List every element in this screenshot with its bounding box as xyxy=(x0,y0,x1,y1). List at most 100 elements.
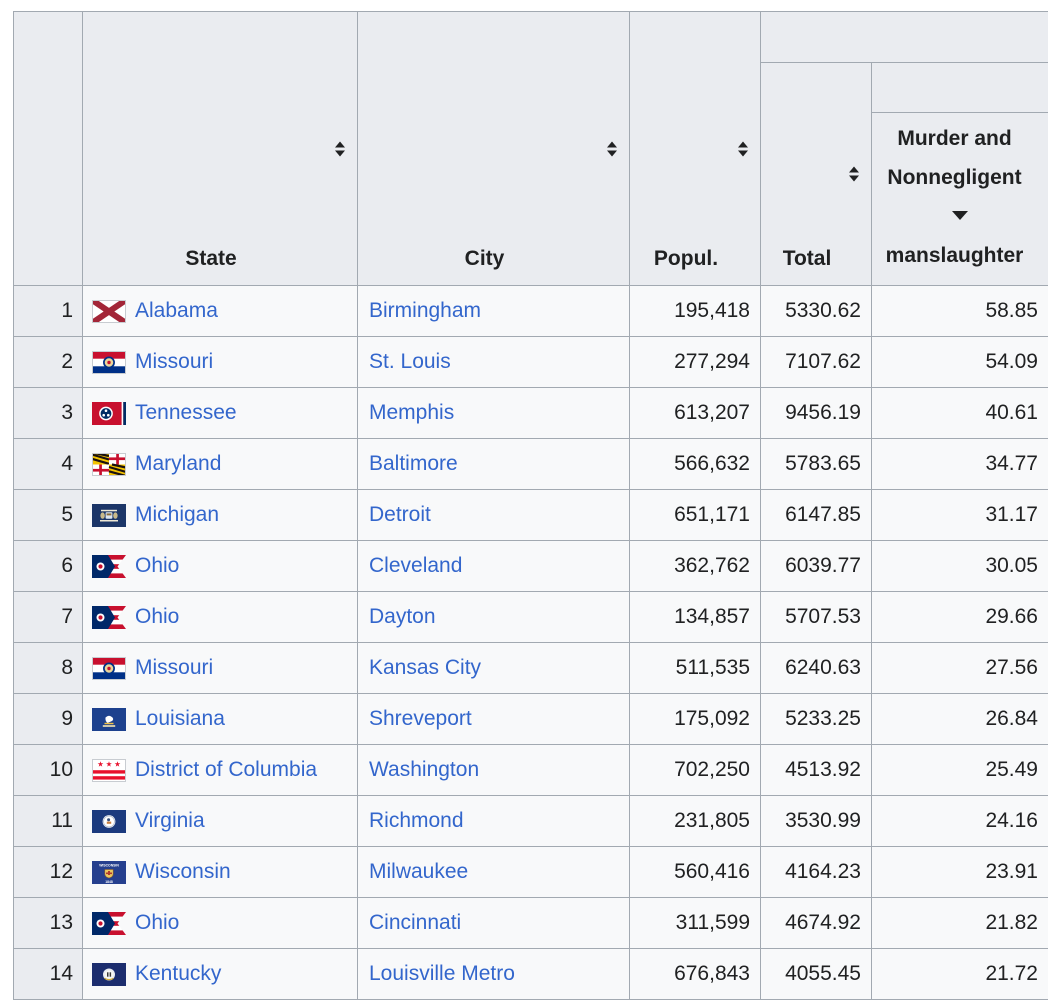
city-crime-rate-table: State City Popul. Total xyxy=(13,11,1048,1000)
rank-cell: 6 xyxy=(14,541,83,592)
total-cell: 4055.45 xyxy=(761,949,872,1000)
city-link[interactable]: Memphis xyxy=(369,401,454,424)
murder-cell: 26.84 xyxy=(872,694,1048,745)
population-cell: 175,092 xyxy=(630,694,761,745)
ohio-flag-icon[interactable] xyxy=(92,555,126,578)
header-city[interactable]: City xyxy=(358,12,630,286)
state-link[interactable]: Tennessee xyxy=(135,401,237,424)
state-link[interactable]: Alabama xyxy=(135,299,218,322)
total-cell: 7107.62 xyxy=(761,337,872,388)
svg-text:1848: 1848 xyxy=(105,880,113,884)
table-row: 9 Louisiana Shreveport 175,092 5233.25 2… xyxy=(14,694,1048,745)
rank-cell: 12 xyxy=(14,847,83,898)
city-link[interactable]: Milwaukee xyxy=(369,860,468,883)
rank-cell: 11 xyxy=(14,796,83,847)
header-murder[interactable]: Murder and Nonnegligent manslaughter xyxy=(872,113,1048,286)
state-link[interactable]: Ohio xyxy=(135,911,179,934)
state-link[interactable]: Michigan xyxy=(135,503,219,526)
header-murder-line3: manslaughter xyxy=(878,236,1031,275)
table-row: 14 Kentucky Louisville Metro 676,843 405… xyxy=(14,949,1048,1000)
header-state-label: State xyxy=(84,247,356,284)
table-row: 3 Tennessee Memphis 613,207 9456.19 40.6… xyxy=(14,388,1048,439)
svg-text:WISCONSIN: WISCONSIN xyxy=(99,863,119,867)
sort-both-icon xyxy=(738,141,748,156)
state-cell: Ohio xyxy=(83,592,358,643)
city-link[interactable]: Baltimore xyxy=(369,452,458,475)
wisconsin-flag-icon[interactable]: WISCONSIN 1848 xyxy=(92,861,126,884)
state-link[interactable]: Wisconsin xyxy=(135,860,231,883)
ohio-flag-icon[interactable] xyxy=(92,912,126,935)
header-murder-line2: Nonnegligent xyxy=(878,158,1031,236)
city-link[interactable]: Cleveland xyxy=(369,554,462,577)
state-cell: Louisiana xyxy=(83,694,358,745)
city-link[interactable]: Cincinnati xyxy=(369,911,461,934)
louisiana-flag-icon[interactable] xyxy=(92,708,126,731)
total-cell: 4674.92 xyxy=(761,898,872,949)
city-link[interactable]: Louisville Metro xyxy=(369,962,515,985)
murder-cell: 25.49 xyxy=(872,745,1048,796)
total-cell: 5330.62 xyxy=(761,286,872,337)
murder-cell: 58.85 xyxy=(872,286,1048,337)
sort-both-icon xyxy=(849,167,859,182)
header-population[interactable]: Popul. xyxy=(630,12,761,286)
ohio-flag-icon[interactable] xyxy=(92,606,126,629)
city-link[interactable]: Birmingham xyxy=(369,299,481,322)
city-link[interactable]: Dayton xyxy=(369,605,436,628)
population-cell: 566,632 xyxy=(630,439,761,490)
murder-cell: 29.66 xyxy=(872,592,1048,643)
rank-cell: 10 xyxy=(14,745,83,796)
header-total[interactable]: Total xyxy=(761,63,872,286)
missouri-flag-icon[interactable] xyxy=(92,351,126,374)
city-link[interactable]: Detroit xyxy=(369,503,431,526)
total-cell: 4164.23 xyxy=(761,847,872,898)
murder-cell: 34.77 xyxy=(872,439,1048,490)
table-row: 2 Missouri St. Louis 277,294 7107.62 54.… xyxy=(14,337,1048,388)
total-cell: 9456.19 xyxy=(761,388,872,439)
city-cell: Dayton xyxy=(358,592,630,643)
alabama-flag-icon[interactable] xyxy=(92,300,126,323)
rank-cell: 9 xyxy=(14,694,83,745)
city-link[interactable]: Kansas City xyxy=(369,656,481,679)
kentucky-flag-icon[interactable] xyxy=(92,963,126,986)
state-link[interactable]: Louisiana xyxy=(135,707,225,730)
state-link[interactable]: Missouri xyxy=(135,350,213,373)
state-link[interactable]: District of Columbia xyxy=(135,758,317,781)
city-link[interactable]: St. Louis xyxy=(369,350,451,373)
header-state[interactable]: State xyxy=(83,12,358,286)
sort-both-icon xyxy=(607,141,617,156)
city-cell: Memphis xyxy=(358,388,630,439)
total-cell: 4513.92 xyxy=(761,745,872,796)
michigan-flag-icon[interactable] xyxy=(92,504,126,527)
table-row: 11 Virginia Richmond 231,805 3530.99 24.… xyxy=(14,796,1048,847)
state-cell: Ohio xyxy=(83,541,358,592)
rank-cell: 7 xyxy=(14,592,83,643)
city-link[interactable]: Shreveport xyxy=(369,707,472,730)
dc-flag-icon[interactable] xyxy=(92,759,126,782)
maryland-flag-icon[interactable] xyxy=(92,453,126,476)
population-cell: 277,294 xyxy=(630,337,761,388)
murder-cell: 21.72 xyxy=(872,949,1048,1000)
city-link[interactable]: Richmond xyxy=(369,809,464,832)
state-cell: WISCONSIN 1848 Wisconsin xyxy=(83,847,358,898)
city-link[interactable]: Washington xyxy=(369,758,479,781)
tennessee-flag-icon[interactable] xyxy=(92,402,126,425)
state-link[interactable]: Ohio xyxy=(135,605,179,628)
state-link[interactable]: Missouri xyxy=(135,656,213,679)
header-murder-line1: Murder and xyxy=(878,119,1031,158)
missouri-flag-icon[interactable] xyxy=(92,657,126,680)
murder-cell: 30.05 xyxy=(872,541,1048,592)
city-cell: Cincinnati xyxy=(358,898,630,949)
city-cell: Birmingham xyxy=(358,286,630,337)
population-cell: 511,535 xyxy=(630,643,761,694)
table-header: State City Popul. Total xyxy=(14,12,1048,286)
state-link[interactable]: Virginia xyxy=(135,809,205,832)
total-cell: 5233.25 xyxy=(761,694,872,745)
rank-cell: 13 xyxy=(14,898,83,949)
state-link[interactable]: Maryland xyxy=(135,452,221,475)
table-row: 6 Ohio Cleveland 362,762 6039.77 30.05 xyxy=(14,541,1048,592)
virginia-flag-icon[interactable] xyxy=(92,810,126,833)
state-cell: Ohio xyxy=(83,898,358,949)
state-link[interactable]: Kentucky xyxy=(135,962,221,985)
total-cell: 6240.63 xyxy=(761,643,872,694)
state-link[interactable]: Ohio xyxy=(135,554,179,577)
